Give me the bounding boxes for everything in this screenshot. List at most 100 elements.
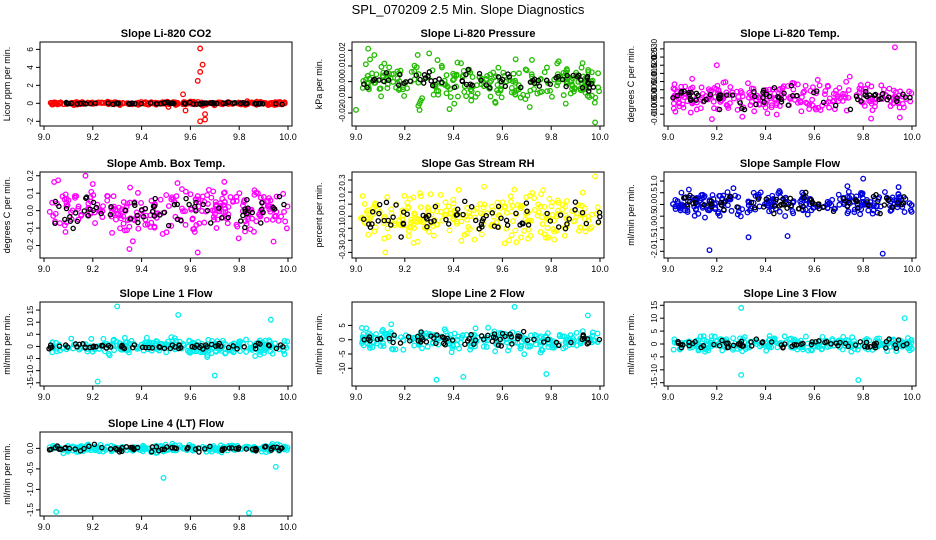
selected-point [138, 100, 144, 107]
x-tick-label: 9.6 [808, 132, 821, 142]
selected-point [687, 95, 694, 102]
data-point [454, 93, 461, 100]
selected-point [741, 106, 748, 113]
selected-point [788, 82, 795, 89]
plot-frame [663, 41, 917, 127]
data-point [201, 219, 208, 226]
selected-point [879, 90, 886, 97]
y-tick-label: -2.0 [650, 244, 659, 258]
selected-point [773, 196, 779, 203]
selected-point [540, 339, 547, 345]
plot-frame [663, 301, 917, 387]
data-point [756, 101, 763, 108]
data-point [546, 195, 553, 202]
selected-point [564, 72, 570, 79]
data-point [878, 82, 885, 89]
data-point [427, 191, 434, 198]
data-point [382, 249, 389, 256]
y-tick-label: 15 [26, 305, 35, 314]
y-tick-label: 5 [650, 328, 659, 333]
data-point [517, 94, 524, 101]
selected-point [122, 207, 129, 214]
selected-point [864, 199, 870, 205]
data-point [387, 329, 394, 336]
data-point [802, 82, 809, 89]
data-point [555, 79, 562, 86]
x-tick-label: 10.0 [279, 392, 297, 402]
y-tick-label: -0.02 [338, 103, 347, 122]
y-axis-label: ml/min per min. [626, 313, 636, 375]
selected-point [432, 203, 439, 210]
data-point [284, 444, 291, 451]
selected-point [748, 199, 755, 206]
data-point [543, 234, 549, 241]
data-point [901, 209, 908, 215]
x-tick-label: 9.2 [87, 264, 100, 274]
data-point [62, 228, 69, 235]
data-point [477, 210, 484, 217]
selected-point [244, 210, 250, 217]
selected-point [465, 338, 471, 344]
data-point [589, 77, 596, 84]
y-axis-label: ml/min per min. [314, 313, 324, 375]
selected-point [555, 73, 561, 80]
data-point [541, 69, 548, 76]
data-point [182, 221, 189, 228]
y-tick-label: 0.3 [338, 174, 347, 186]
selected-point [131, 200, 138, 206]
data-point [738, 304, 745, 311]
data-point [384, 85, 391, 92]
data-point [487, 93, 494, 100]
y-tick-label: -5 [338, 350, 347, 358]
data-point [106, 352, 113, 359]
selected-point [150, 203, 157, 209]
selected-point [876, 96, 882, 103]
data-point [548, 93, 555, 100]
data-point [222, 205, 229, 212]
selected-point [388, 222, 394, 228]
data-point [168, 334, 175, 341]
data-point [365, 79, 372, 86]
selected-point [418, 329, 424, 335]
data-point [236, 190, 243, 197]
data-point [512, 227, 519, 234]
selected-point [700, 343, 707, 349]
data-point [521, 227, 527, 234]
selected-point [863, 339, 870, 346]
y-tick-label: 0.020 [650, 55, 659, 76]
data-point [451, 100, 458, 107]
selected-point [572, 199, 579, 205]
data-point [738, 89, 745, 96]
data-point [500, 69, 507, 76]
selected-point [727, 193, 734, 200]
data-point [501, 204, 508, 211]
x-tick-label: 9.8 [233, 392, 246, 402]
data-point [411, 211, 418, 218]
selected-point [225, 99, 231, 106]
y-axis-label: Licor ppm per min. [2, 47, 12, 122]
data-point [719, 347, 726, 354]
y-tick-label: -0.2 [338, 233, 347, 247]
selected-point [852, 197, 859, 203]
selected-point [157, 212, 163, 218]
data-point [362, 61, 369, 68]
selected-point [105, 100, 111, 106]
data-point [405, 233, 412, 240]
selected-point [498, 343, 504, 349]
data-point [670, 346, 677, 353]
data-point [269, 216, 276, 223]
data-point [697, 333, 704, 340]
data-point [593, 210, 600, 217]
data-point [802, 333, 809, 340]
x-tick-label: 9.0 [38, 264, 51, 274]
x-tick-label: 9.6 [184, 522, 197, 532]
data-point [127, 184, 134, 191]
data-point [135, 225, 142, 232]
data-point [592, 173, 599, 180]
data-point [64, 202, 71, 209]
data-point [94, 99, 101, 106]
selected-point [77, 100, 84, 107]
data-point [426, 228, 432, 235]
data-point [764, 110, 771, 117]
data-point [518, 234, 524, 241]
